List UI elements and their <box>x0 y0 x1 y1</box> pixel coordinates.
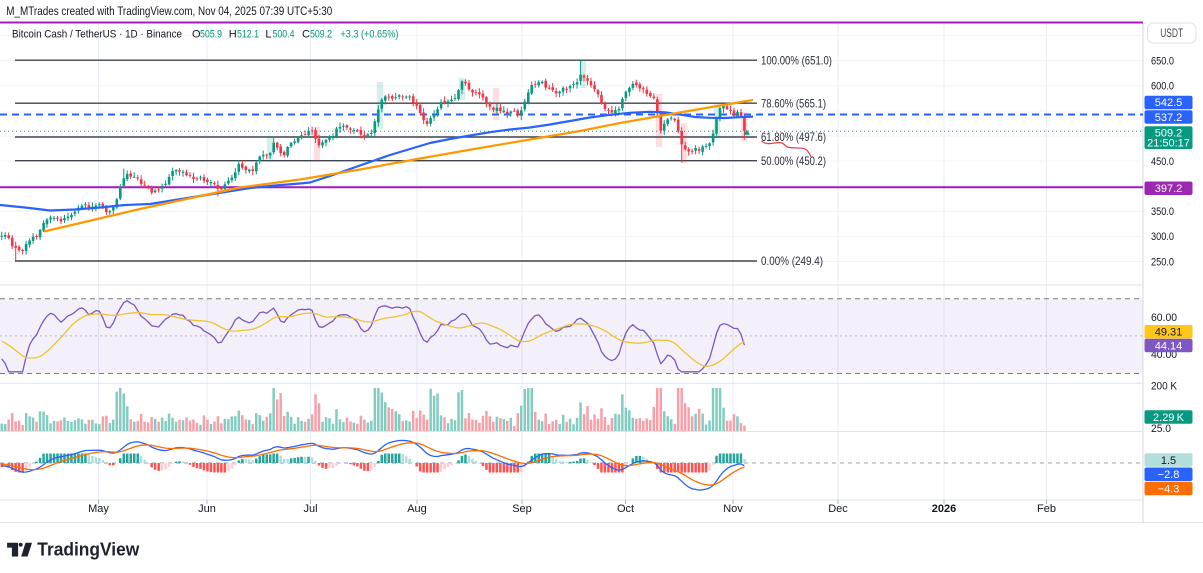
svg-text:397.2: 397.2 <box>1155 183 1183 195</box>
svg-text:+3.3 (+0.65%): +3.3 (+0.65%) <box>340 29 398 41</box>
svg-text:May: May <box>88 503 109 515</box>
svg-text:L: L <box>265 29 271 41</box>
svg-text:78.60% (565.1): 78.60% (565.1) <box>761 96 826 110</box>
svg-text:49.31: 49.31 <box>1155 327 1183 339</box>
svg-text:44.14: 44.14 <box>1155 340 1183 352</box>
svg-text:21:50:17: 21:50:17 <box>1147 138 1190 150</box>
svg-text:Nov: Nov <box>723 503 743 515</box>
svg-text:509.2: 509.2 <box>1155 128 1183 140</box>
svg-text:1.5: 1.5 <box>1161 455 1176 467</box>
svg-text:60.00: 60.00 <box>1151 312 1177 324</box>
svg-text:Bitcoin Cash / TetherUS · 1D ·: Bitcoin Cash / TetherUS · 1D · Binance <box>12 29 182 41</box>
svg-text:61.80% (497.6): 61.80% (497.6) <box>761 130 826 144</box>
svg-text:2026: 2026 <box>932 503 956 515</box>
svg-text:500.4: 500.4 <box>273 29 295 41</box>
svg-text:Oct: Oct <box>617 503 634 515</box>
svg-text:Jul: Jul <box>303 503 317 515</box>
svg-text:Feb: Feb <box>1037 503 1056 515</box>
svg-text:−4.3: −4.3 <box>1158 483 1180 495</box>
svg-text:M_MTrades created with Trading: M_MTrades created with TradingView.com, … <box>6 4 332 18</box>
svg-text:Jun: Jun <box>198 503 216 515</box>
svg-text:650.0: 650.0 <box>1151 56 1174 68</box>
svg-text:Dec: Dec <box>828 503 848 515</box>
svg-text:−2.8: −2.8 <box>1158 469 1180 481</box>
svg-text:2.29 K: 2.29 K <box>1153 412 1185 424</box>
svg-text:50.00% (450.2): 50.00% (450.2) <box>761 154 826 168</box>
svg-text:USDT: USDT <box>1160 26 1183 40</box>
svg-text:505.9: 505.9 <box>200 29 222 41</box>
svg-text:C: C <box>302 29 310 41</box>
svg-text:0.00% (249.4): 0.00% (249.4) <box>761 254 823 268</box>
svg-text:250.0: 250.0 <box>1151 256 1174 268</box>
svg-text:542.5: 542.5 <box>1155 97 1183 109</box>
svg-text:450.0: 450.0 <box>1151 156 1174 168</box>
svg-text:TradingView: TradingView <box>37 540 140 560</box>
svg-text:Aug: Aug <box>407 503 427 515</box>
svg-text:512.1: 512.1 <box>237 29 259 41</box>
svg-text:25.0: 25.0 <box>1151 423 1171 435</box>
svg-text:300.0: 300.0 <box>1151 231 1174 243</box>
svg-text:600.0: 600.0 <box>1151 81 1174 93</box>
svg-text:Sep: Sep <box>512 503 532 515</box>
svg-text:O: O <box>192 29 201 41</box>
svg-text:H: H <box>229 29 237 41</box>
svg-text:200 K: 200 K <box>1151 381 1178 393</box>
svg-text:350.0: 350.0 <box>1151 206 1174 218</box>
svg-text:100.00% (651.0): 100.00% (651.0) <box>761 53 832 67</box>
svg-text:509.2: 509.2 <box>310 29 332 41</box>
svg-text:537.2: 537.2 <box>1155 112 1183 124</box>
